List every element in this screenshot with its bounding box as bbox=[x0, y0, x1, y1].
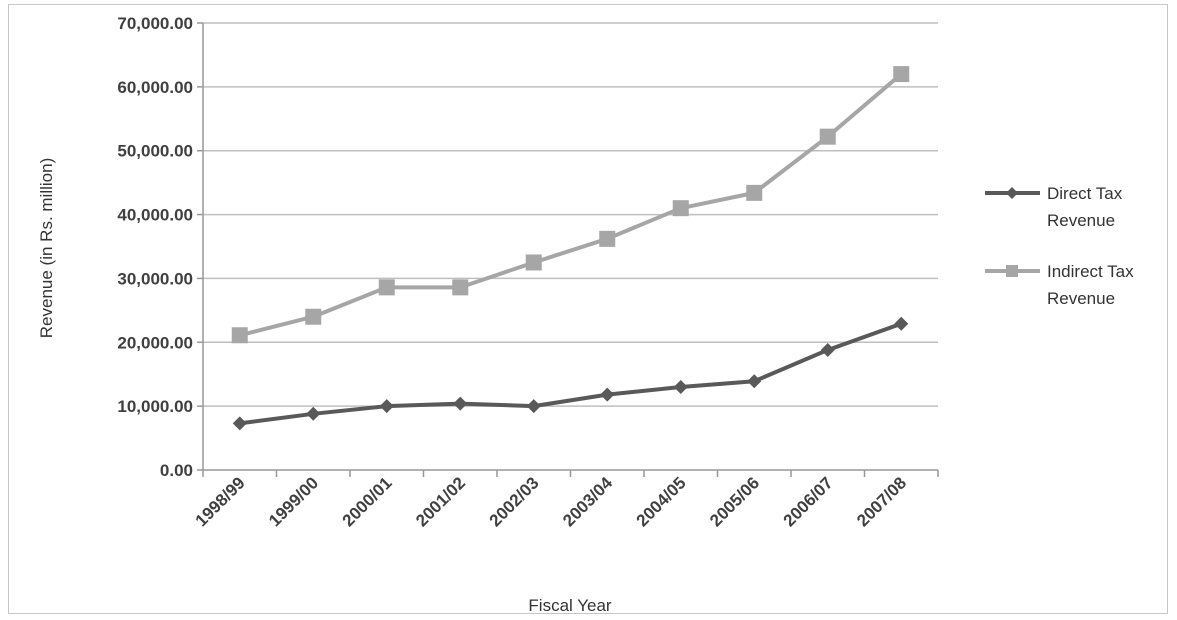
data-point bbox=[894, 316, 909, 331]
y-tick-label: 20,000.00 bbox=[117, 333, 193, 352]
legend-label: Revenue bbox=[1047, 289, 1115, 308]
data-point bbox=[819, 128, 836, 145]
legend-label: Direct Tax bbox=[1047, 184, 1123, 203]
legend-marker bbox=[1006, 187, 1018, 199]
x-tick-labels: 1998/99 1999/00 2000/01 2001/02 2002/03 2003/… bbox=[192, 473, 910, 530]
y-tick-label: 50,000.00 bbox=[117, 142, 193, 161]
data-point bbox=[746, 184, 763, 201]
axes bbox=[197, 22, 939, 477]
data-point bbox=[525, 254, 542, 271]
data-point bbox=[526, 399, 541, 414]
data-point bbox=[673, 379, 688, 394]
y-tick-label: 10,000.00 bbox=[117, 397, 193, 416]
y-tick-label: 0.00 bbox=[160, 461, 193, 480]
data-point bbox=[453, 396, 468, 411]
x-tick-label: 1998/99 bbox=[192, 473, 249, 530]
y-tick-label: 60,000.00 bbox=[117, 78, 193, 97]
data-point bbox=[379, 399, 394, 414]
gridlines bbox=[203, 22, 938, 407]
y-tick-label: 30,000.00 bbox=[117, 269, 193, 288]
legend: Direct Tax Revenue Indirect Tax Revenue bbox=[985, 184, 1134, 308]
x-tick-label: 2001/02 bbox=[412, 473, 469, 530]
data-point bbox=[306, 406, 321, 421]
y-tick-label: 70,000.00 bbox=[117, 14, 193, 33]
x-tick-label: 2006/07 bbox=[780, 473, 837, 530]
legend-marker bbox=[1006, 265, 1018, 277]
x-tick-label: 2002/03 bbox=[486, 473, 543, 530]
x-tick-label: 1999/00 bbox=[265, 473, 322, 530]
data-point bbox=[893, 66, 910, 83]
x-tick-label: 2007/08 bbox=[853, 473, 910, 530]
data-point bbox=[231, 327, 248, 344]
data-point bbox=[599, 230, 616, 247]
x-tick-label: 2000/01 bbox=[339, 473, 396, 530]
data-point bbox=[378, 279, 395, 296]
y-tick-labels: 0.00 10,000.00 20,000.00 30,000.00 40,000.00… bbox=[117, 14, 193, 480]
chart-frame bbox=[8, 4, 1168, 614]
x-tick-label: 2003/04 bbox=[559, 473, 616, 530]
data-point bbox=[305, 308, 322, 325]
data-point bbox=[820, 342, 835, 357]
data-point bbox=[672, 200, 689, 217]
x-tick-label: 2004/05 bbox=[633, 473, 690, 530]
data-point bbox=[452, 279, 469, 296]
legend-label: Revenue bbox=[1047, 211, 1115, 230]
data-point bbox=[600, 387, 615, 402]
data-point bbox=[232, 416, 247, 431]
legend-label: Indirect Tax bbox=[1047, 262, 1134, 281]
series-line bbox=[239, 72, 903, 338]
data-point bbox=[747, 374, 762, 389]
y-tick-label: 40,000.00 bbox=[117, 206, 193, 225]
y-axis-title: Revenue (in Rs. million) bbox=[37, 158, 56, 338]
series bbox=[231, 66, 910, 431]
series-line bbox=[239, 321, 902, 426]
x-tick-label: 2005/06 bbox=[706, 473, 763, 530]
x-axis-title: Fiscal Year bbox=[528, 596, 611, 615]
